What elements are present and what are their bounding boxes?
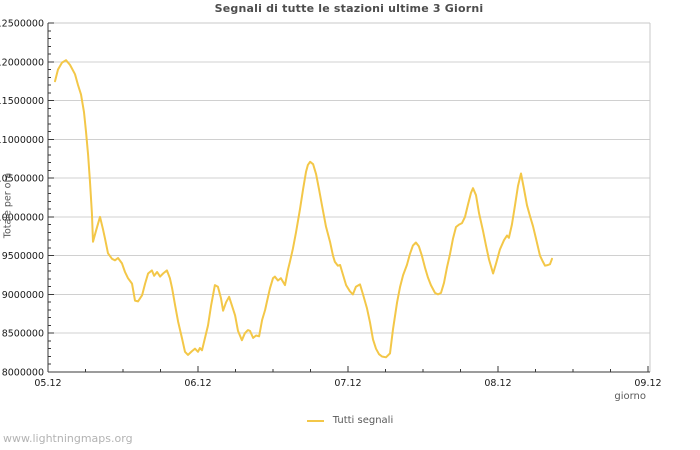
legend-label: Tutti segnali	[332, 415, 394, 426]
x-axis-title: giorno	[614, 391, 646, 402]
x-tick-label: 07.12	[334, 378, 361, 389]
y-tick-label: 8000000	[2, 368, 44, 379]
y-tick-label: 12000000	[0, 57, 44, 68]
y-tick-label: 12500000	[0, 19, 44, 30]
series-line-tutti-segnali	[54, 59, 553, 359]
legend: Tutti segnali	[0, 415, 700, 426]
x-axis-ticks: 05.12 06.12 07.12 08.12 09.12	[34, 366, 662, 389]
y-tick-label: 9000000	[2, 290, 44, 301]
watermark-link: www.lightningmaps.org	[3, 432, 133, 445]
plot-border	[48, 22, 651, 372]
legend-line-swatch	[306, 419, 324, 422]
y-axis-title: Totale per ora	[2, 172, 14, 239]
x-tick-label: 05.12	[34, 378, 61, 389]
y-tick-label: 10500000	[0, 174, 44, 185]
axes	[47, 23, 650, 373]
y-axis-ticks: 8000000 8500000 9000000 9500000 10000000 1050…	[0, 19, 54, 379]
y-tick-label: 8500000	[2, 329, 44, 340]
x-tick-label: 09.12	[634, 378, 661, 389]
y-gridlines	[48, 61, 650, 334]
y-tick-label: 11500000	[0, 96, 44, 107]
x-tick-label: 08.12	[484, 378, 511, 389]
y-tick-label: 10000000	[0, 212, 44, 223]
x-tick-label: 06.12	[184, 378, 211, 389]
y-tick-label: 9500000	[2, 251, 44, 262]
y-tick-label: 11000000	[0, 135, 44, 146]
chart-title: Segnali di tutte le stazioni ultime 3 Gi…	[214, 2, 484, 15]
